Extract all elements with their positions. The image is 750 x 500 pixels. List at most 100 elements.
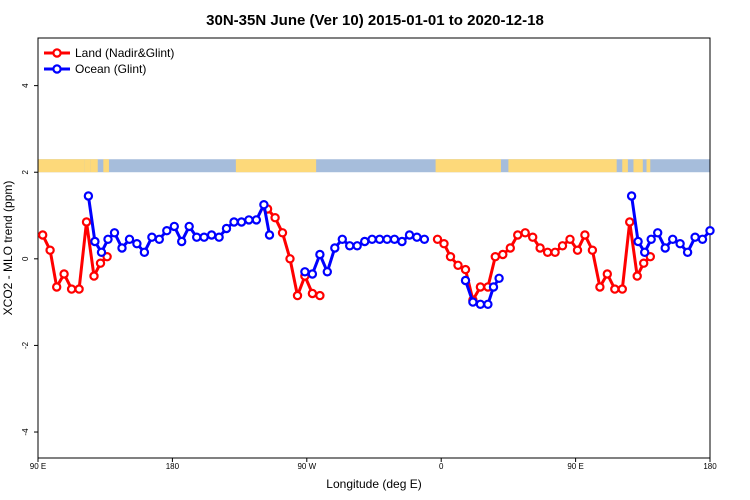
land-data-point — [625, 217, 635, 227]
x-tick-label: 180 — [166, 462, 180, 471]
ocean-data-point — [475, 299, 486, 309]
ocean-data-point — [315, 249, 325, 260]
y-tick-label: -4 — [21, 428, 30, 436]
legend: Land (Nadir&Glint) Ocean (Glint) — [44, 46, 174, 76]
ocean-data-point — [675, 238, 685, 249]
land-data-point — [453, 260, 463, 270]
ocean-data-point — [229, 217, 239, 227]
ocean-data-point — [103, 234, 113, 244]
land-data-point — [460, 264, 471, 275]
ocean-data-point — [653, 228, 663, 238]
land-data-point — [580, 230, 590, 240]
land-data-point — [74, 284, 84, 294]
land-data-point — [277, 228, 288, 238]
ocean-data-point — [697, 234, 708, 244]
ocean-data-point — [660, 243, 670, 253]
ocean-data-point — [460, 275, 471, 286]
ocean-data-point — [117, 243, 127, 253]
x-tick-label: 90 E — [30, 462, 46, 471]
y-axis: -4 -2 0 2 4 — [21, 83, 38, 436]
ocean-data-point — [389, 234, 400, 244]
land-data-point — [602, 269, 613, 279]
ocean-data-point — [206, 230, 217, 240]
ocean-data-point — [244, 215, 254, 225]
ocean-data-point — [360, 236, 370, 247]
ocean-series-line — [630, 195, 712, 254]
ocean-data-point — [169, 221, 179, 232]
land-data-point — [587, 245, 598, 255]
ocean-data-point — [668, 234, 678, 244]
y-tick-label: 4 — [21, 83, 30, 88]
ocean-data-point — [83, 191, 94, 201]
plot-frame — [37, 37, 711, 459]
land-data-point — [307, 288, 318, 299]
y-tick-label: -2 — [21, 341, 30, 349]
land-data-point — [505, 243, 515, 253]
legend-land-label: Land (Nadir&Glint) — [75, 46, 174, 60]
ocean-data-point — [367, 234, 377, 244]
ocean-data-point — [307, 269, 318, 279]
land-band — [646, 159, 651, 173]
y-tick-label: 2 — [21, 169, 30, 174]
ocean-data-point — [419, 234, 430, 244]
y-axis-label: XCO2 - MLO trend (ppm) — [1, 181, 15, 316]
legend-ocean-label: Ocean (Glint) — [75, 62, 146, 76]
land-data-point — [66, 284, 77, 294]
ocean-data-point — [468, 297, 478, 307]
series-land — [38, 204, 656, 305]
ocean-data-point — [251, 215, 262, 225]
chart-title: 30N-35N June (Ver 10) 2015-01-01 to 2020… — [206, 12, 544, 29]
land-band — [103, 159, 109, 173]
land-data-point — [445, 252, 456, 262]
land-data-point — [285, 254, 295, 264]
ocean-data-point — [412, 232, 422, 242]
land-data-point — [89, 271, 99, 281]
ocean-data-point — [345, 241, 355, 251]
ocean-data-point — [184, 221, 194, 232]
x-tick-label: 90 E — [567, 462, 583, 471]
land-data-point — [270, 212, 280, 223]
land-data-point — [490, 252, 500, 262]
land-data-point — [38, 230, 48, 240]
ocean-data-point — [162, 225, 172, 236]
land-data-point — [617, 284, 628, 294]
ocean-data-point — [682, 247, 693, 257]
ocean-data-point — [176, 236, 187, 247]
ocean-data-point — [109, 228, 120, 238]
series-layer — [38, 191, 715, 309]
land-data-point — [513, 230, 523, 240]
ocean-data-point — [374, 234, 385, 244]
land-band — [90, 159, 98, 173]
ocean-data-point — [397, 236, 407, 247]
land-data-point — [315, 290, 325, 301]
x-tick-label: 0 — [439, 462, 444, 471]
ocean-data-point — [154, 234, 164, 244]
ocean-data-point — [139, 247, 150, 257]
ocean-data-point — [404, 230, 415, 240]
ocean-data-point — [633, 236, 643, 247]
legend-land-marker — [52, 48, 62, 58]
ocean-data-point — [191, 232, 202, 242]
legend-ocean-marker — [52, 64, 62, 74]
land-data-point — [610, 284, 620, 294]
land-data-point — [595, 282, 605, 292]
ocean-data-point — [640, 247, 650, 257]
land-band — [508, 159, 617, 173]
land-data-point — [52, 282, 62, 292]
land-data-point — [81, 217, 92, 227]
ocean-data-point — [705, 225, 715, 236]
ocean-data-point — [90, 236, 100, 247]
ocean-data-point — [494, 273, 504, 283]
ocean-data-point — [264, 230, 275, 240]
ocean-data-point — [147, 232, 157, 242]
ocean-data-point — [330, 243, 340, 253]
ocean-data-point — [124, 234, 135, 244]
land-data-point — [572, 245, 583, 255]
ocean-data-point — [382, 234, 392, 244]
land-data-point — [292, 290, 303, 301]
land-band — [84, 159, 91, 173]
land-data-point — [528, 232, 538, 242]
ocean-data-point — [214, 232, 224, 242]
land-data-point — [632, 271, 642, 281]
